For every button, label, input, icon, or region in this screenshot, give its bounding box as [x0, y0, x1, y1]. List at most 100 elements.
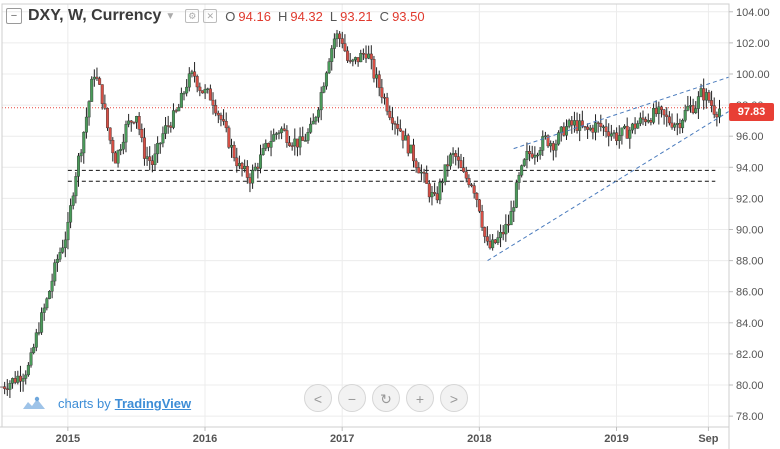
candle-body — [549, 143, 553, 147]
zoom-in-button[interactable]: + — [406, 384, 434, 412]
candle-body — [459, 160, 463, 168]
candle-body — [264, 142, 268, 149]
plot-border — [1, 3, 730, 428]
candle-body — [306, 132, 310, 141]
symbol-title[interactable]: DXY, W, Currency — [28, 7, 162, 24]
candle-body — [712, 105, 716, 115]
candle-body — [369, 53, 373, 60]
candle-body — [541, 136, 545, 151]
candle-body — [121, 141, 125, 150]
candle-body — [586, 126, 590, 130]
candle-body — [609, 133, 613, 137]
candle-body — [208, 88, 212, 101]
candle-body — [69, 205, 73, 223]
y-tick-label: 78.00 — [736, 411, 764, 423]
candle-body — [533, 154, 537, 158]
candle-body — [367, 53, 371, 59]
candle-body — [601, 126, 605, 128]
candle-body — [630, 123, 634, 131]
candle-body — [113, 152, 117, 164]
candle-body — [546, 135, 550, 147]
tradingview-link[interactable]: TradingView — [114, 395, 192, 411]
candle-body — [3, 386, 7, 389]
candle-body — [412, 144, 416, 162]
candle-body — [406, 135, 410, 154]
candle-body — [625, 125, 629, 139]
candle-body — [636, 123, 640, 129]
candle-body — [617, 135, 621, 141]
collapse-icon[interactable]: − — [6, 8, 22, 24]
candle-body — [259, 154, 263, 169]
candle-body — [8, 383, 12, 390]
candle-body — [26, 364, 30, 376]
candle-body — [551, 143, 555, 151]
axes: 78.00 80.00 82.00 84.00 86.00 88.00 90.00 92.00… — [0, 3, 770, 449]
chevron-down-icon[interactable]: ▼ — [165, 10, 176, 22]
candle-body — [34, 332, 38, 348]
close-icon[interactable]: ✕ — [203, 9, 218, 23]
candle-body — [382, 97, 386, 99]
candle-body — [18, 375, 22, 382]
candle-body — [100, 84, 104, 104]
attribution[interactable]: charts by TradingView — [22, 395, 191, 411]
candle-body — [148, 156, 152, 161]
candle-body — [298, 136, 302, 148]
tradingview-logo-icon — [22, 395, 46, 411]
candle-body — [200, 90, 204, 94]
candle-body — [330, 48, 334, 62]
y-tick-label: 104.00 — [736, 7, 770, 19]
high-value: 94.32 — [290, 8, 323, 24]
candle-body — [665, 114, 669, 117]
candle-body — [488, 240, 492, 249]
candle-body — [343, 43, 347, 52]
y-tick-label: 86.00 — [736, 287, 764, 299]
candle-body — [95, 76, 99, 79]
candle-body — [332, 38, 336, 49]
candle-body — [206, 88, 210, 90]
y-tick-label: 80.00 — [736, 380, 764, 392]
close-label: C — [379, 8, 390, 24]
candle-body — [98, 78, 102, 85]
candle-body — [340, 38, 344, 44]
candle-body — [229, 144, 233, 148]
candle-body — [182, 92, 186, 95]
candle-body — [683, 110, 687, 121]
candle-body — [375, 74, 379, 79]
candle-body — [401, 130, 405, 141]
candle-body — [145, 156, 149, 159]
candle-body — [256, 166, 260, 169]
scroll-right-button[interactable]: > — [440, 384, 468, 412]
candle-body — [235, 157, 239, 167]
candle-body — [385, 97, 389, 112]
candle-body — [588, 127, 592, 130]
candle-body — [266, 142, 270, 148]
x-tick-label: 2019 — [604, 433, 628, 445]
candle-body — [409, 144, 413, 154]
candle-body — [438, 182, 442, 201]
candle-body — [261, 148, 265, 155]
zoom-out-button[interactable]: − — [338, 384, 366, 412]
candle-body — [417, 167, 421, 174]
candle-body — [715, 114, 719, 118]
scroll-left-button[interactable]: < — [304, 384, 332, 412]
candle-body — [670, 122, 674, 128]
candle-body — [688, 105, 692, 107]
candle-body — [322, 85, 326, 93]
candle-body — [87, 101, 91, 118]
y-tick-label: 88.00 — [736, 256, 764, 268]
candle-body — [483, 227, 487, 237]
candle-body — [127, 120, 131, 125]
settings-icon[interactable]: ⚙ — [185, 9, 200, 23]
candle-body — [620, 127, 624, 136]
candle-body — [269, 141, 273, 148]
candle-body — [667, 116, 671, 124]
candle-body — [47, 291, 51, 299]
candle-body — [470, 184, 474, 187]
candle-body — [66, 221, 70, 241]
candle-body — [433, 192, 437, 194]
candle-body — [338, 33, 342, 39]
candle-body — [522, 159, 526, 166]
candle-body — [156, 142, 160, 155]
reset-chart-button[interactable]: ↻ — [372, 384, 400, 412]
